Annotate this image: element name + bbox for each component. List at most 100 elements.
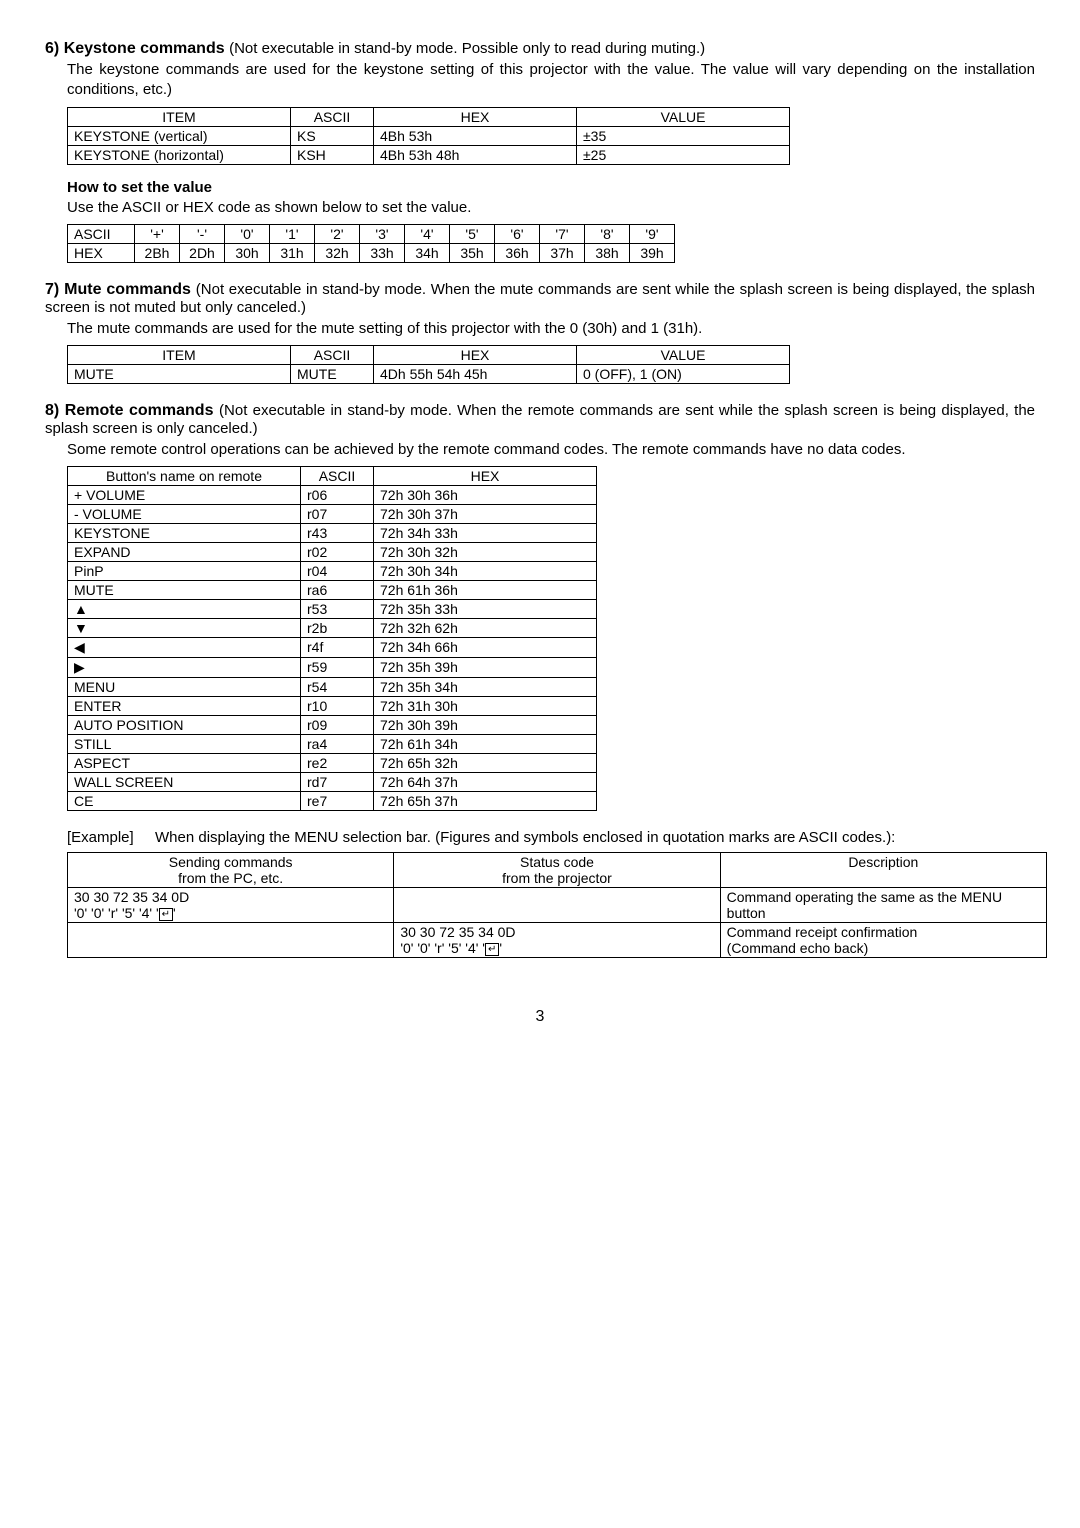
td: '2' <box>315 224 360 243</box>
td: r4f <box>301 638 374 658</box>
th: HEX <box>374 346 577 365</box>
td: 33h <box>360 243 405 262</box>
td: Command receipt confirmation (Command ec… <box>720 923 1046 958</box>
td: ra6 <box>301 581 374 600</box>
td: PinP <box>68 562 301 581</box>
td: '-' <box>180 224 225 243</box>
td: 4Bh 53h 48h <box>374 145 577 164</box>
td: 72h 35h 39h <box>374 658 597 678</box>
sec8-title: Remote commands <box>65 402 214 419</box>
td: '4' <box>405 224 450 243</box>
td: ▶ <box>68 658 301 678</box>
td: MUTE <box>291 365 374 384</box>
td: 72h 61h 34h <box>374 735 597 754</box>
th: HEX <box>374 107 577 126</box>
td: 72h 65h 37h <box>374 792 597 811</box>
td: r07 <box>301 505 374 524</box>
td: 72h 35h 33h <box>374 600 597 619</box>
td: 72h 30h 36h <box>374 486 597 505</box>
td: ra4 <box>301 735 374 754</box>
sec7-para: The mute commands are used for the mute … <box>67 319 1035 339</box>
td: 2Bh <box>135 243 180 262</box>
th: Button's name on remote <box>68 467 301 486</box>
td: KEYSTONE <box>68 524 301 543</box>
td: ▼ <box>68 619 301 638</box>
td: WALL SCREEN <box>68 773 301 792</box>
th: HEX <box>374 467 597 486</box>
td: r2b <box>301 619 374 638</box>
td: r10 <box>301 697 374 716</box>
sec7-title: Mute commands <box>64 281 191 298</box>
th: Sending commands from the PC, etc. <box>68 853 394 888</box>
td: KSH <box>291 145 374 164</box>
pc-table: Sending commands from the PC, etc. Statu… <box>67 852 1047 958</box>
td: 72h 65h 32h <box>374 754 597 773</box>
sec8-heading: 8) Remote commands (Not executable in st… <box>45 402 1035 438</box>
td: r06 <box>301 486 374 505</box>
sec6-num: 6) <box>45 40 59 57</box>
td: 30 30 72 35 34 0D '0' '0' 'r' '5' '4' '↵… <box>394 923 720 958</box>
td: '0' <box>225 224 270 243</box>
section-6: 6) Keystone commands (Not executable in … <box>45 40 1035 263</box>
example-label: [Example] <box>67 829 155 846</box>
td: KEYSTONE (vertical) <box>68 126 291 145</box>
section-8: 8) Remote commands (Not executable in st… <box>45 402 1035 958</box>
span: '0' '0' 'r' '5' '4' '↵' <box>74 905 176 921</box>
td: KS <box>291 126 374 145</box>
td: EXPAND <box>68 543 301 562</box>
td: '5' <box>450 224 495 243</box>
td: 72h 34h 66h <box>374 638 597 658</box>
td: 39h <box>630 243 675 262</box>
howto-head: How to set the value <box>67 179 1035 196</box>
td: 4Dh 55h 54h 45h <box>374 365 577 384</box>
th: VALUE <box>577 346 790 365</box>
td: r43 <box>301 524 374 543</box>
td: '8' <box>585 224 630 243</box>
sec8-para: Some remote control operations can be ac… <box>67 440 1035 460</box>
span: from the PC, etc. <box>178 870 283 886</box>
example-text: When displaying the MENU selection bar. … <box>155 829 1035 846</box>
td: 36h <box>495 243 540 262</box>
td: - VOLUME <box>68 505 301 524</box>
td: 72h 34h 33h <box>374 524 597 543</box>
td: r09 <box>301 716 374 735</box>
td: '3' <box>360 224 405 243</box>
sec7-note: (Not executable in stand-by mode. When t… <box>45 281 1035 316</box>
mute-table: ITEM ASCII HEX VALUE MUTE MUTE 4Dh 55h 5… <box>67 345 790 384</box>
td: rd7 <box>301 773 374 792</box>
span: (Command echo back) <box>727 940 869 956</box>
td: 30h <box>225 243 270 262</box>
td: ASCII <box>68 224 135 243</box>
td: 35h <box>450 243 495 262</box>
sec6-heading: 6) Keystone commands (Not executable in … <box>45 40 1035 58</box>
td: re7 <box>301 792 374 811</box>
howto-para: Use the ASCII or HEX code as shown below… <box>67 198 1035 218</box>
th: ITEM <box>68 107 291 126</box>
td: 31h <box>270 243 315 262</box>
th: ASCII <box>291 346 374 365</box>
td: '1' <box>270 224 315 243</box>
th: ITEM <box>68 346 291 365</box>
td: '6' <box>495 224 540 243</box>
span: '0' '0' 'r' '5' '4' '↵' <box>400 940 502 956</box>
td: STILL <box>68 735 301 754</box>
td: r54 <box>301 678 374 697</box>
td: '9' <box>630 224 675 243</box>
page-number: 3 <box>45 1008 1035 1026</box>
th: Status code from the projector <box>394 853 720 888</box>
td: re2 <box>301 754 374 773</box>
sec7-heading: 7) Mute commands (Not executable in stan… <box>45 281 1035 317</box>
td: 32h <box>315 243 360 262</box>
td: CE <box>68 792 301 811</box>
ascii-table: ASCII '+' '-' '0' '1' '2' '3' '4' '5' '6… <box>67 224 675 263</box>
sec6-note: (Not executable in stand-by mode. Possib… <box>229 40 705 57</box>
td: KEYSTONE (horizontal) <box>68 145 291 164</box>
td: r04 <box>301 562 374 581</box>
remote-table: Button's name on remote ASCII HEX + VOLU… <box>67 466 597 811</box>
span: Command receipt confirmation <box>727 924 918 940</box>
th: ASCII <box>291 107 374 126</box>
td: MUTE <box>68 581 301 600</box>
sec8-num: 8) <box>45 402 59 419</box>
td: r53 <box>301 600 374 619</box>
td: Command operating the same as the MENU b… <box>720 888 1046 923</box>
